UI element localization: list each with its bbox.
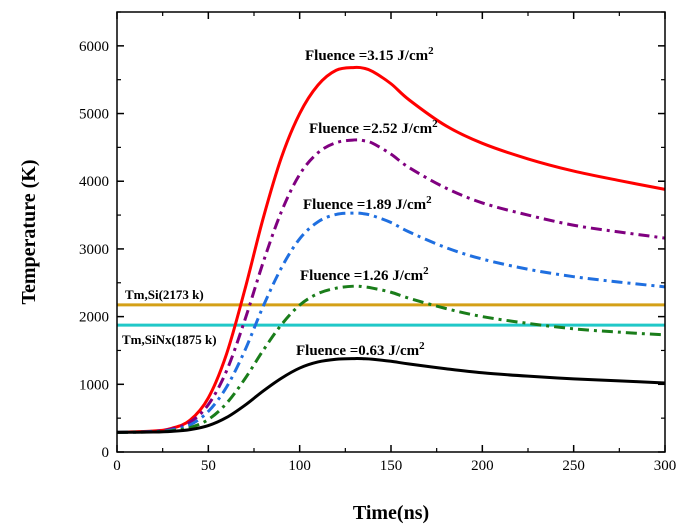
y-tick-label: 0: [102, 445, 110, 461]
axis-ticks: [116, 11, 666, 453]
x-tick-label: 150: [380, 458, 403, 474]
series-label-3: Fluence =1.26 J/cm2: [300, 265, 429, 284]
plot-frame: [116, 11, 666, 453]
series-label-0: Fluence =3.15 J/cm2: [305, 45, 434, 64]
y-tick-label: 3000: [79, 242, 109, 258]
x-tick-label: 200: [471, 458, 494, 474]
y-tick-label: 6000: [79, 39, 109, 55]
series-line-4: [116, 357, 666, 434]
series-label-superscript: 2: [428, 45, 434, 57]
series-label-superscript: 2: [423, 265, 429, 277]
x-axis-title: Time(ns): [353, 502, 429, 524]
x-tick-label: 0: [113, 458, 121, 474]
series-label-text: Fluence =0.63 J/cm: [296, 343, 420, 359]
series-line-2: [116, 211, 666, 434]
melting-line-label-1: Tm,SiNx(1875 k): [122, 332, 217, 347]
series-label-text: Fluence =2.52 J/cm: [309, 121, 433, 137]
y-axis-title: Temperature (K): [18, 160, 40, 305]
series-label-text: Fluence =1.26 J/cm: [300, 268, 424, 284]
x-tick-label: 250: [562, 458, 585, 474]
x-tick-label: 50: [201, 458, 216, 474]
y-tick-label: 1000: [79, 377, 109, 393]
x-tick-label: 100: [288, 458, 311, 474]
series-line-0: [116, 65, 666, 434]
plot-area: [116, 65, 666, 434]
series-label-text: Fluence =1.89 J/cm: [303, 197, 427, 213]
series-label-1: Fluence =2.52 J/cm2: [309, 118, 438, 137]
series-label-2: Fluence =1.89 J/cm2: [303, 194, 432, 213]
series-label-superscript: 2: [419, 340, 425, 352]
series-label-superscript: 2: [432, 118, 438, 130]
series-label-4: Fluence =0.63 J/cm2: [296, 340, 425, 359]
y-tick-label: 5000: [79, 107, 109, 123]
series-label-superscript: 2: [426, 194, 432, 206]
x-tick-label: 300: [654, 458, 677, 474]
melting-line-label-0: Tm,Si(2173 k): [125, 287, 204, 302]
axis-tick-labels: 0 50 100 150 200 250 3000100020003000400050006…: [79, 39, 676, 474]
y-tick-label: 2000: [79, 310, 109, 326]
series-label-text: Fluence =3.15 J/cm: [305, 48, 429, 64]
y-tick-label: 4000: [79, 174, 109, 190]
series-line-3: [116, 284, 666, 434]
